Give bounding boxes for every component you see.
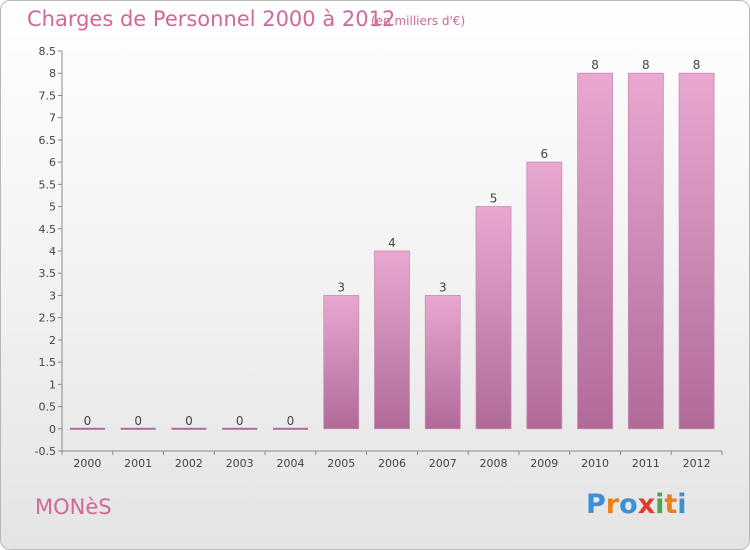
logo-letter: P xyxy=(586,489,606,520)
logo-letter: i xyxy=(677,489,687,520)
logo-letter: r xyxy=(605,489,620,520)
bar xyxy=(577,72,613,430)
y-tick-label: 0 xyxy=(49,423,56,436)
bar xyxy=(526,161,563,430)
x-tick-label: 2010 xyxy=(581,457,609,470)
x-tick-label: 2012 xyxy=(683,457,711,470)
data-labels: 0 0 0 0 0 3 4 3 5 6 8 8 8 xyxy=(84,58,701,428)
chart-title: Charges de Personnel 2000 à 2012 xyxy=(27,7,396,31)
y-tick-label: 7 xyxy=(49,112,56,125)
x-tick-label: 2009 xyxy=(530,457,558,470)
bar xyxy=(475,206,512,430)
bar xyxy=(69,427,105,430)
logo-letter: t xyxy=(664,489,678,520)
x-tick-label: 2007 xyxy=(429,457,457,470)
y-tick-label: 5 xyxy=(49,201,56,214)
commune-name: MONèS xyxy=(35,495,112,519)
x-tick-label: 2004 xyxy=(276,457,304,470)
bar xyxy=(323,295,360,430)
data-label: 3 xyxy=(439,280,447,294)
bar xyxy=(627,72,664,430)
data-label: 0 xyxy=(287,414,295,428)
y-tick-label: 4.5 xyxy=(39,223,57,236)
bar xyxy=(678,72,715,430)
bar xyxy=(171,427,207,430)
x-tick-label: 2011 xyxy=(632,457,660,470)
x-tick-label: 2002 xyxy=(175,457,203,470)
data-label: 0 xyxy=(134,414,142,428)
data-label: 8 xyxy=(642,58,650,72)
x-tick-label: 2008 xyxy=(480,457,508,470)
proxiti-logo[interactable]: Proxiti xyxy=(586,489,687,520)
data-label: 8 xyxy=(693,58,701,72)
y-tick-label: 0.5 xyxy=(39,401,57,414)
x-tick-label: 2001 xyxy=(124,457,152,470)
x-tick-label: 2006 xyxy=(378,457,406,470)
x-tick-label: 2000 xyxy=(73,457,101,470)
y-tick-label: 8 xyxy=(49,67,56,80)
logo-letter: x xyxy=(637,489,656,520)
logo-letter: i xyxy=(655,489,665,520)
y-tick-label: 8.5 xyxy=(39,45,57,58)
y-tick-label: 5.5 xyxy=(39,178,57,191)
y-tick-label: 3.5 xyxy=(39,267,57,280)
data-label: 3 xyxy=(337,280,345,294)
bar xyxy=(424,295,461,430)
y-tick-label: 2.5 xyxy=(39,312,57,325)
data-label: 5 xyxy=(490,192,498,206)
x-tick-label: 2003 xyxy=(226,457,254,470)
data-label: 0 xyxy=(236,414,244,428)
y-tick-label: 6.5 xyxy=(39,134,57,147)
data-label: 0 xyxy=(84,414,92,428)
data-label: 0 xyxy=(185,414,193,428)
data-label: 8 xyxy=(591,58,599,72)
bar xyxy=(222,427,258,430)
bar xyxy=(272,427,308,430)
bars xyxy=(69,72,715,430)
bar xyxy=(120,427,156,430)
y-tick-label: 7.5 xyxy=(39,89,57,102)
y-tick-label: 1.5 xyxy=(39,356,57,369)
data-label: 6 xyxy=(540,147,548,161)
bar xyxy=(374,250,410,430)
y-tick-label: -0.5 xyxy=(35,445,56,458)
data-label: 4 xyxy=(388,236,396,250)
y-tick-label: 4 xyxy=(49,245,56,258)
logo-letter: o xyxy=(619,489,638,520)
y-tick-label: 2 xyxy=(49,334,56,347)
y-tick-label: 6 xyxy=(49,156,56,169)
y-axis: -0.5 0 0.5 1 1.5 2 2.5 3 3.5 4 4.5 5 5.5 6 6.5 7 7.5 8 8.5 xyxy=(35,45,63,458)
x-axis: 2000 2001 2002 2003 2004 2005 2006 2007 2008 2009… xyxy=(61,450,723,470)
x-tick-label: 2005 xyxy=(327,457,355,470)
chart-subtitle: (en milliers d'€) xyxy=(371,14,466,28)
y-tick-label: 1 xyxy=(49,378,56,391)
y-tick-label: 3 xyxy=(49,289,56,302)
